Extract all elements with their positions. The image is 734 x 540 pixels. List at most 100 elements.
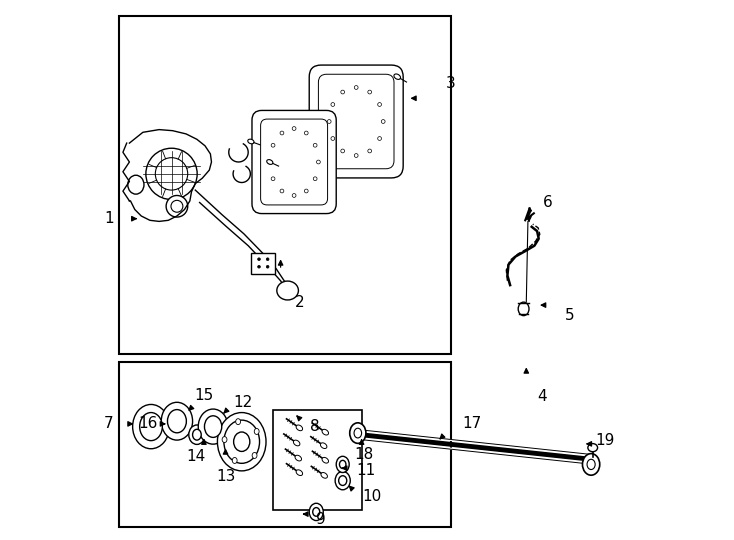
Ellipse shape bbox=[588, 444, 597, 451]
Ellipse shape bbox=[316, 160, 320, 164]
Ellipse shape bbox=[258, 258, 261, 261]
Ellipse shape bbox=[313, 143, 317, 147]
Ellipse shape bbox=[341, 90, 344, 94]
Ellipse shape bbox=[198, 409, 228, 444]
Text: 9: 9 bbox=[316, 512, 326, 527]
Ellipse shape bbox=[205, 416, 222, 437]
Ellipse shape bbox=[341, 149, 344, 153]
Text: 2: 2 bbox=[294, 295, 305, 310]
Text: 15: 15 bbox=[195, 388, 214, 403]
Ellipse shape bbox=[309, 503, 323, 521]
Ellipse shape bbox=[236, 418, 241, 424]
Ellipse shape bbox=[381, 120, 385, 123]
Text: 3: 3 bbox=[446, 76, 456, 91]
Ellipse shape bbox=[305, 131, 308, 135]
Ellipse shape bbox=[128, 175, 144, 194]
Ellipse shape bbox=[258, 265, 261, 268]
Ellipse shape bbox=[349, 423, 366, 443]
Ellipse shape bbox=[583, 454, 600, 475]
Ellipse shape bbox=[161, 402, 192, 440]
Bar bbox=[252, 253, 275, 274]
Bar bbox=[119, 16, 451, 354]
Ellipse shape bbox=[189, 425, 205, 444]
Ellipse shape bbox=[295, 455, 302, 461]
Ellipse shape bbox=[321, 443, 327, 449]
Ellipse shape bbox=[277, 281, 299, 300]
Text: 8: 8 bbox=[310, 419, 319, 434]
Ellipse shape bbox=[222, 437, 227, 443]
Text: 5: 5 bbox=[564, 308, 574, 323]
Ellipse shape bbox=[266, 258, 269, 261]
Ellipse shape bbox=[313, 508, 320, 516]
Bar bbox=[272, 410, 362, 510]
Ellipse shape bbox=[232, 457, 237, 463]
Ellipse shape bbox=[171, 200, 183, 212]
Text: 12: 12 bbox=[233, 395, 252, 410]
Ellipse shape bbox=[394, 74, 401, 79]
Ellipse shape bbox=[378, 137, 382, 140]
Ellipse shape bbox=[331, 103, 335, 106]
Text: 19: 19 bbox=[595, 433, 614, 448]
Text: 14: 14 bbox=[186, 449, 206, 464]
Ellipse shape bbox=[280, 189, 284, 193]
Ellipse shape bbox=[248, 139, 254, 144]
Ellipse shape bbox=[156, 158, 188, 190]
Ellipse shape bbox=[331, 137, 335, 140]
Ellipse shape bbox=[294, 440, 300, 446]
Ellipse shape bbox=[354, 428, 362, 438]
FancyBboxPatch shape bbox=[319, 74, 394, 168]
Ellipse shape bbox=[313, 177, 317, 181]
Text: 13: 13 bbox=[216, 469, 235, 484]
Ellipse shape bbox=[322, 457, 329, 463]
Text: 1: 1 bbox=[104, 211, 114, 226]
Ellipse shape bbox=[292, 126, 296, 130]
Ellipse shape bbox=[327, 120, 331, 123]
Ellipse shape bbox=[296, 470, 302, 476]
Ellipse shape bbox=[252, 453, 257, 458]
Ellipse shape bbox=[292, 194, 296, 198]
Ellipse shape bbox=[518, 302, 529, 315]
Ellipse shape bbox=[368, 149, 371, 153]
Text: 17: 17 bbox=[462, 416, 482, 431]
Ellipse shape bbox=[192, 429, 201, 440]
Ellipse shape bbox=[268, 160, 272, 164]
Ellipse shape bbox=[217, 413, 266, 471]
Ellipse shape bbox=[368, 90, 371, 94]
Ellipse shape bbox=[166, 195, 188, 217]
Ellipse shape bbox=[224, 420, 260, 463]
Ellipse shape bbox=[335, 471, 350, 490]
Ellipse shape bbox=[321, 472, 327, 478]
Ellipse shape bbox=[355, 154, 358, 158]
Ellipse shape bbox=[271, 143, 275, 147]
Ellipse shape bbox=[271, 177, 275, 181]
Text: 10: 10 bbox=[363, 489, 382, 504]
Ellipse shape bbox=[296, 425, 302, 431]
Text: 7: 7 bbox=[104, 416, 114, 431]
Ellipse shape bbox=[266, 265, 269, 268]
Ellipse shape bbox=[338, 476, 346, 485]
Text: 16: 16 bbox=[139, 416, 158, 431]
Ellipse shape bbox=[322, 429, 329, 435]
Ellipse shape bbox=[233, 432, 250, 451]
Ellipse shape bbox=[167, 409, 186, 433]
Ellipse shape bbox=[280, 131, 284, 135]
FancyBboxPatch shape bbox=[252, 111, 336, 214]
Text: 4: 4 bbox=[538, 389, 548, 404]
Ellipse shape bbox=[587, 459, 595, 469]
Ellipse shape bbox=[378, 103, 382, 106]
Ellipse shape bbox=[336, 456, 349, 472]
Bar bbox=[119, 362, 451, 526]
FancyBboxPatch shape bbox=[309, 65, 403, 178]
Ellipse shape bbox=[139, 413, 162, 441]
Ellipse shape bbox=[339, 460, 346, 468]
Ellipse shape bbox=[133, 404, 170, 449]
Text: 18: 18 bbox=[355, 447, 374, 462]
FancyBboxPatch shape bbox=[261, 119, 327, 205]
Ellipse shape bbox=[254, 429, 259, 434]
Text: 11: 11 bbox=[356, 463, 376, 478]
Ellipse shape bbox=[355, 85, 358, 89]
Ellipse shape bbox=[146, 148, 197, 199]
Text: 6: 6 bbox=[543, 195, 553, 210]
Ellipse shape bbox=[266, 160, 273, 164]
Ellipse shape bbox=[305, 189, 308, 193]
